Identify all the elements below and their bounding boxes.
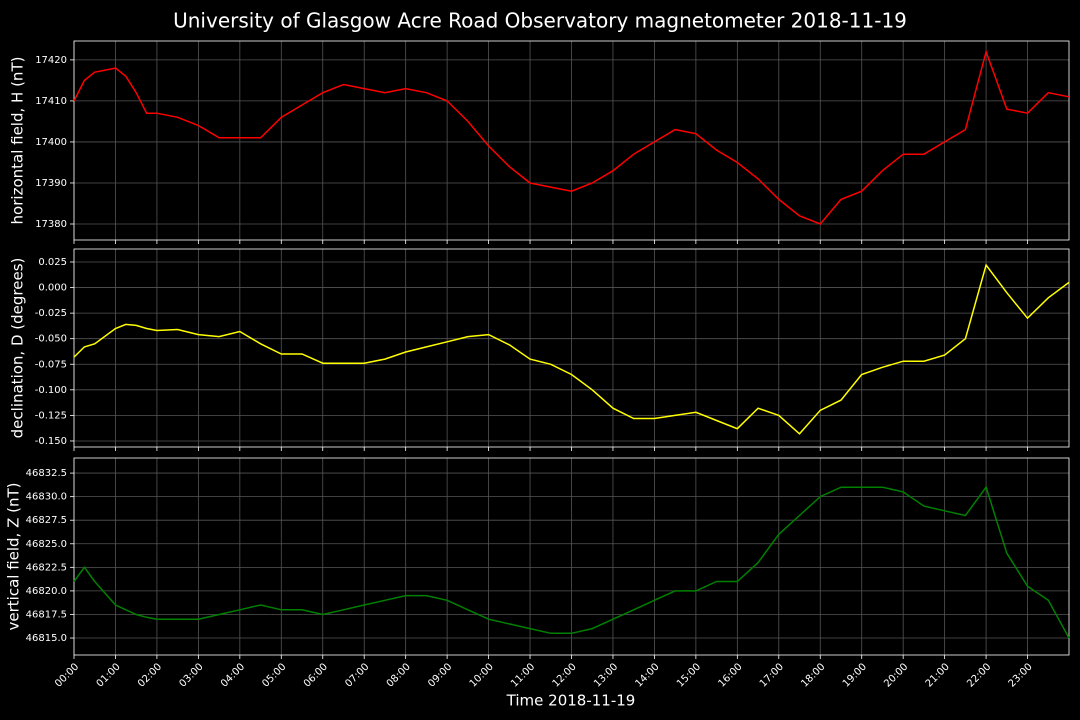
y-tick-label: 46827.5 (26, 515, 67, 526)
x-tick-label: 07:00 (343, 661, 371, 689)
y-tick-label: 46815.0 (26, 633, 67, 644)
y-tick-label: 17380 (35, 219, 67, 230)
x-tick-label: 02:00 (136, 661, 164, 689)
x-tick-label: 13:00 (592, 661, 620, 689)
x-tick-label: 06:00 (302, 661, 330, 689)
data-line (73, 485, 1070, 639)
y-tick-label: 46820.0 (26, 586, 67, 597)
chart-title: University of Glasgow Acre Road Observat… (173, 9, 907, 33)
y-tick-label: 17400 (35, 137, 67, 148)
data-line (73, 49, 1070, 225)
y-tick-label: -0.050 (35, 334, 67, 345)
x-tick-label: 08:00 (385, 661, 413, 689)
x-tick-label: 17:00 (758, 661, 786, 689)
plot-frame (73, 40, 1070, 241)
y-tick-label: 0.025 (38, 257, 67, 268)
x-tick-label: 18:00 (799, 661, 827, 689)
x-tick-label: 04:00 (219, 661, 247, 689)
y-tick-label: 17390 (35, 178, 67, 189)
x-tick-label: 16:00 (716, 661, 744, 689)
y-tick-label: -0.125 (35, 410, 67, 421)
x-tick-label: 09:00 (426, 661, 454, 689)
y-tick-label: 46832.5 (26, 468, 67, 479)
y-tick-label: -0.100 (35, 385, 67, 396)
y-tick-label: 17420 (35, 55, 67, 66)
y-tick-label: -0.150 (35, 436, 67, 447)
y-axis-label: vertical field, Z (nT) (5, 482, 23, 630)
x-tick-label: 19:00 (841, 661, 869, 689)
x-tick-label: 22:00 (965, 661, 993, 689)
y-axis-label: horizontal field, H (nT) (9, 57, 27, 225)
y-tick-label: 17410 (35, 96, 67, 107)
plot-frame (73, 457, 1070, 656)
x-tick-label: 01:00 (95, 661, 123, 689)
y-tick-label: 46825.0 (26, 539, 67, 550)
y-tick-label: 46817.5 (26, 609, 67, 620)
x-tick-label: 15:00 (675, 661, 703, 689)
plot-frame (73, 248, 1070, 448)
y-tick-label: 46822.5 (26, 562, 67, 573)
x-tick-label: 20:00 (882, 661, 910, 689)
x-tick-label: 23:00 (1007, 661, 1035, 689)
y-axis-label: declination, D (degrees) (9, 258, 27, 439)
x-tick-label: 00:00 (53, 661, 81, 689)
x-tick-label: 10:00 (468, 661, 496, 689)
x-tick-label: 21:00 (924, 661, 952, 689)
y-tick-label: 46830.0 (26, 492, 67, 503)
x-tick-label: 11:00 (509, 661, 537, 689)
x-axis-label: Time 2018-11-19 (506, 692, 636, 710)
x-tick-label: 14:00 (633, 661, 661, 689)
x-tick-label: 05:00 (260, 661, 288, 689)
y-tick-label: -0.025 (35, 308, 67, 319)
data-line (73, 263, 1070, 435)
x-tick-label: 12:00 (551, 661, 579, 689)
x-tick-label: 03:00 (177, 661, 205, 689)
y-tick-label: 0.000 (38, 283, 67, 294)
y-tick-label: -0.075 (35, 359, 67, 370)
